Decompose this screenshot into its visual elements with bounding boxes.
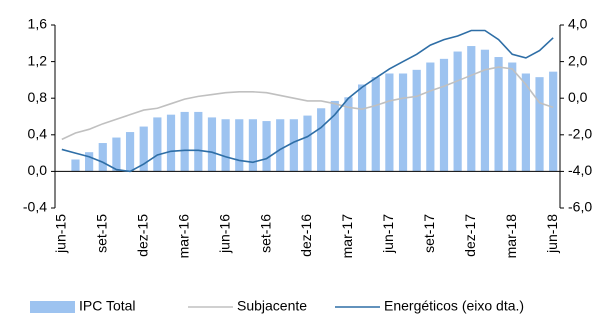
- legend-swatch: [30, 301, 75, 313]
- bar: [221, 119, 230, 172]
- legend-label: Subjacente: [237, 298, 307, 314]
- y-tick-label: -0,4: [23, 199, 47, 215]
- x-tick-label: set-17: [421, 214, 437, 253]
- bar: [371, 77, 380, 172]
- bar: [98, 143, 107, 172]
- bar: [139, 126, 148, 172]
- bar: [330, 100, 339, 172]
- bar: [412, 69, 421, 172]
- bar: [549, 71, 558, 172]
- x-tick-label: jun-15: [53, 214, 69, 254]
- x-tick-label: set-15: [93, 214, 109, 253]
- line: [61, 29, 554, 173]
- y2-tick-label: 0,0: [568, 89, 588, 105]
- x-tick-label: mar-16: [175, 214, 191, 259]
- bar: [289, 119, 298, 172]
- bar: [535, 77, 544, 172]
- x-tick-label: mar-18: [503, 214, 519, 259]
- x-tick-label: mar-17: [339, 214, 355, 259]
- bar: [276, 119, 285, 172]
- x-tick-label: jun-18: [544, 214, 560, 254]
- bar: [426, 62, 435, 172]
- bar: [467, 46, 476, 172]
- bar: [262, 121, 271, 172]
- bar: [494, 57, 503, 172]
- x-tick-label: dez-15: [134, 214, 150, 257]
- bar: [439, 58, 449, 172]
- y2-tick-label: -6,0: [568, 199, 592, 215]
- bar: [398, 73, 408, 172]
- bar: [194, 111, 203, 172]
- y2-tick-label: -2,0: [568, 126, 592, 142]
- x-tick-label: dez-16: [298, 214, 314, 257]
- legend-label: IPC Total: [79, 298, 136, 314]
- bar: [71, 159, 80, 172]
- bar: [125, 132, 135, 172]
- bar: [358, 84, 367, 172]
- bar: [508, 62, 517, 172]
- bar: [480, 49, 490, 172]
- y-tick-label: 1,2: [28, 52, 48, 68]
- bar: [453, 51, 462, 172]
- bar: [385, 73, 394, 172]
- x-tick-label: jun-16: [216, 214, 232, 254]
- x-tick-label: set-16: [257, 214, 273, 253]
- y-tick-label: 0,0: [28, 162, 48, 178]
- y-tick-label: 0,4: [28, 126, 48, 142]
- y2-tick-label: 2,0: [568, 52, 588, 68]
- bar: [248, 119, 257, 172]
- y2-tick-label: 4,0: [568, 16, 588, 32]
- bar: [180, 111, 189, 172]
- bar: [112, 137, 121, 172]
- bar: [317, 108, 326, 172]
- bar: [303, 115, 312, 172]
- line: [61, 66, 554, 141]
- bar: [207, 117, 217, 172]
- bar: [153, 117, 162, 172]
- bar: [85, 152, 94, 172]
- bar: [235, 119, 244, 172]
- bar: [166, 114, 176, 172]
- x-tick-label: jun-17: [380, 214, 396, 254]
- x-tick-label: dez-17: [462, 214, 478, 257]
- bar: [344, 97, 353, 172]
- bar: [521, 73, 530, 172]
- y-tick-label: 0,8: [28, 89, 48, 105]
- y2-tick-label: -4,0: [568, 162, 592, 178]
- y-tick-label: 1,6: [28, 16, 48, 32]
- legend-label: Energéticos (eixo dta.): [384, 298, 524, 314]
